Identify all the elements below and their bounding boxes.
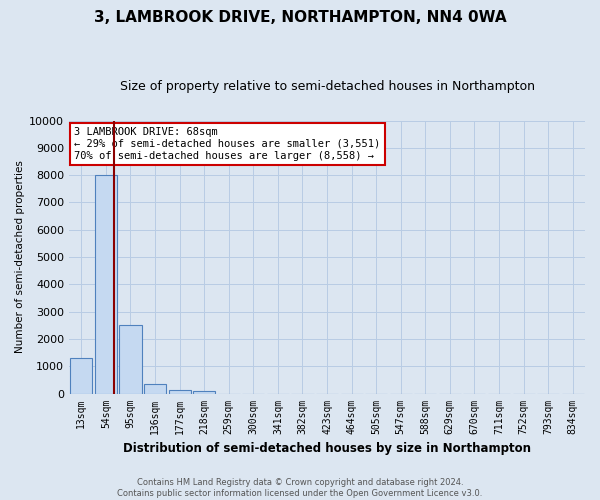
Bar: [193, 392, 215, 394]
Bar: [95, 175, 117, 394]
Bar: [144, 384, 166, 394]
Title: Size of property relative to semi-detached houses in Northampton: Size of property relative to semi-detach…: [119, 80, 535, 93]
Bar: [169, 390, 191, 394]
Bar: [70, 358, 92, 394]
Text: 3, LAMBROOK DRIVE, NORTHAMPTON, NN4 0WA: 3, LAMBROOK DRIVE, NORTHAMPTON, NN4 0WA: [94, 10, 506, 25]
X-axis label: Distribution of semi-detached houses by size in Northampton: Distribution of semi-detached houses by …: [123, 442, 531, 455]
Y-axis label: Number of semi-detached properties: Number of semi-detached properties: [15, 160, 25, 354]
Bar: [119, 326, 142, 394]
Text: Contains HM Land Registry data © Crown copyright and database right 2024.
Contai: Contains HM Land Registry data © Crown c…: [118, 478, 482, 498]
Text: 3 LAMBROOK DRIVE: 68sqm
← 29% of semi-detached houses are smaller (3,551)
70% of: 3 LAMBROOK DRIVE: 68sqm ← 29% of semi-de…: [74, 128, 380, 160]
